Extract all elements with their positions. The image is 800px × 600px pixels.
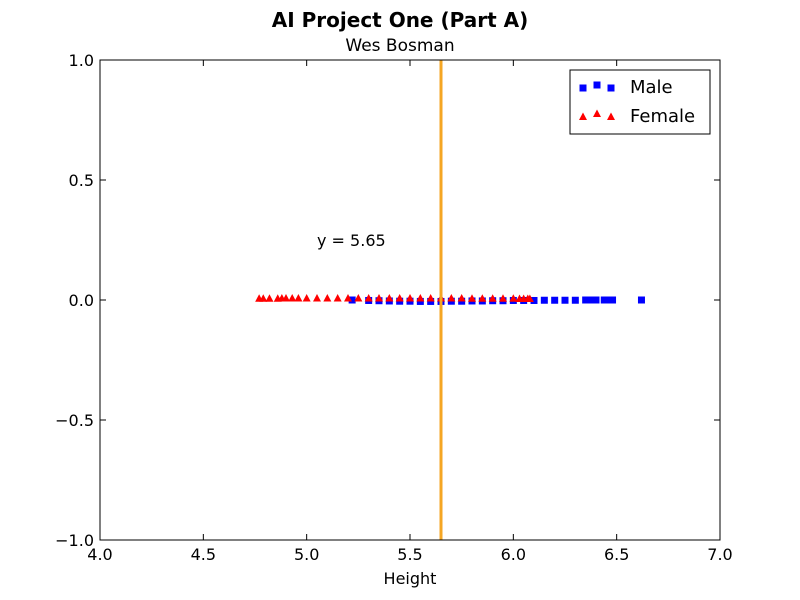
data-point-male: [530, 296, 538, 304]
x-tick-label: 6.5: [604, 545, 629, 564]
data-point-female: [323, 294, 332, 302]
y-tick-label: −0.5: [55, 411, 94, 430]
data-point-female: [294, 294, 303, 302]
x-tick-label: 4.0: [87, 545, 112, 564]
data-point-female: [447, 294, 456, 302]
series-male: [348, 296, 645, 305]
x-tick-label: 7.0: [707, 545, 732, 564]
chart-subtitle: Wes Bosman: [345, 36, 455, 56]
data-point-female: [354, 294, 363, 302]
legend-marker-female: [579, 112, 587, 120]
data-point-male: [582, 296, 590, 304]
data-point-female: [525, 294, 534, 303]
data-point-female: [302, 294, 311, 302]
data-point-female: [406, 294, 414, 302]
data-point-male: [588, 296, 596, 304]
x-tick-label: 6.0: [501, 545, 526, 564]
data-point-female: [426, 294, 435, 302]
data-point-female: [509, 294, 518, 302]
data-point-male: [604, 296, 612, 304]
x-tick-label: 5.0: [294, 545, 319, 564]
x-tick-label: 5.5: [397, 545, 422, 564]
data-point-female: [333, 294, 342, 302]
data-point-female: [259, 294, 268, 302]
chart-title: AI Project One (Part A): [271, 8, 529, 32]
data-point-female: [499, 294, 507, 302]
x-axis-label: Height: [384, 569, 437, 588]
data-point-female: [313, 294, 321, 302]
data-point-female: [375, 294, 383, 302]
legend-label-male: Male: [630, 77, 673, 98]
legend-marker-male: [579, 84, 587, 92]
y-tick-label: −1.0: [55, 531, 94, 550]
legend-marker-male: [593, 81, 601, 89]
data-point-female: [265, 294, 274, 302]
data-point-male: [637, 296, 645, 304]
data-point-female: [468, 294, 476, 302]
data-point-female: [395, 294, 404, 302]
data-point-male: [551, 296, 559, 304]
data-point-female: [344, 294, 352, 302]
data-point-female: [478, 294, 487, 302]
data-point-male: [540, 296, 548, 304]
data-point-male: [609, 296, 617, 304]
data-point-female: [416, 294, 425, 302]
data-point-male: [600, 296, 608, 304]
legend-marker-female: [607, 112, 615, 120]
data-point-female: [282, 294, 290, 302]
data-point-male: [561, 296, 569, 304]
series-female: [255, 294, 534, 303]
legend-label-female: Female: [630, 106, 695, 127]
y-tick-label: 0.5: [69, 171, 94, 190]
annotation-label: y = 5.65: [317, 231, 386, 250]
data-point-male: [592, 296, 600, 304]
data-point-female: [364, 294, 373, 302]
legend-box: [569, 69, 711, 135]
y-tick-label: 1.0: [69, 51, 94, 70]
data-point-female: [385, 294, 394, 302]
y-tick-label: 0.0: [69, 291, 94, 310]
x-tick-label: 4.5: [191, 545, 216, 564]
legend-marker-female: [593, 109, 601, 117]
legend-marker-male: [607, 84, 615, 92]
data-point-female: [457, 294, 466, 302]
data-point-male: [571, 296, 579, 304]
data-point-male: [348, 296, 356, 304]
data-point-female: [488, 294, 497, 302]
data-point-female: [288, 294, 297, 302]
